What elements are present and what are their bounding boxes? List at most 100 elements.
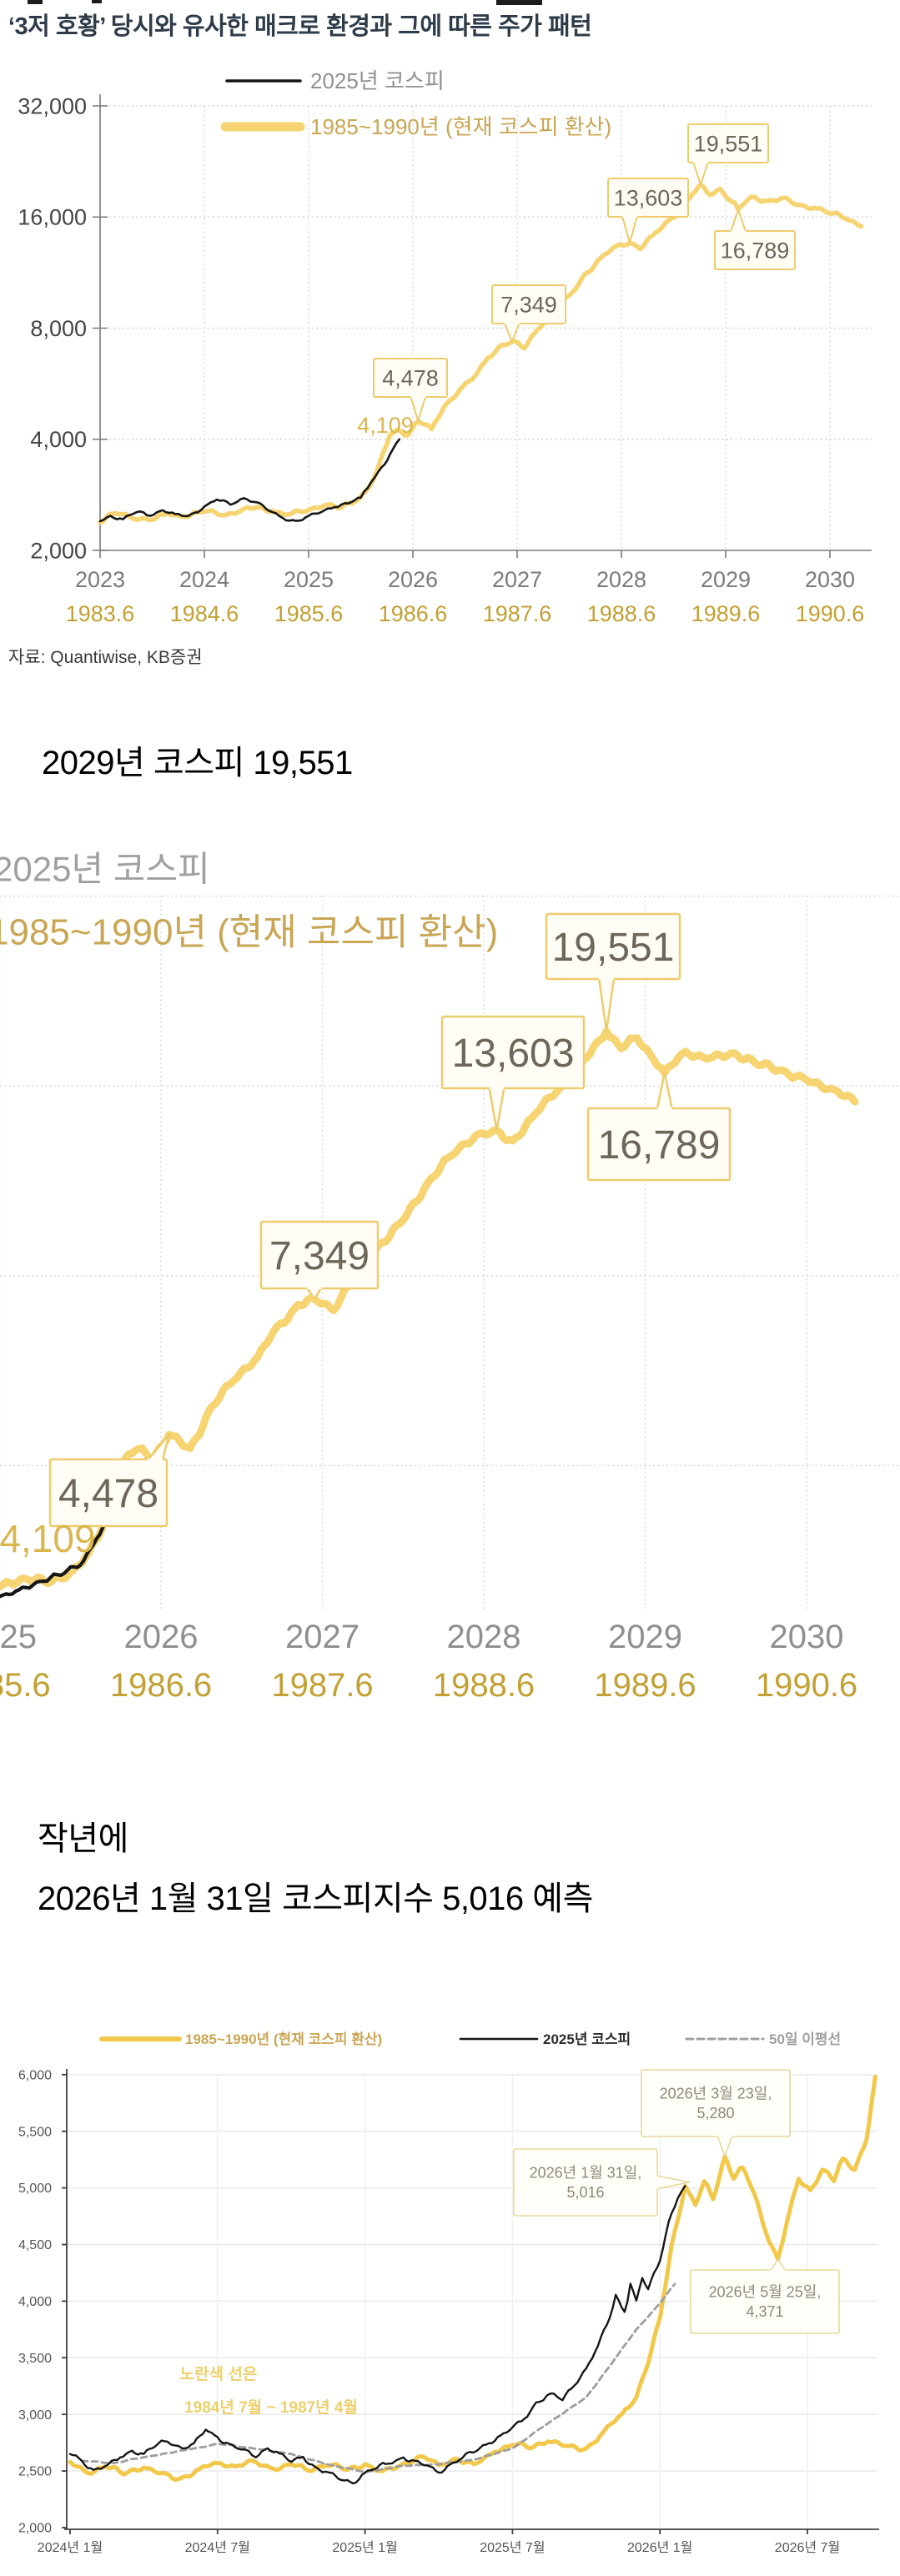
callout-label: 5,280 xyxy=(696,2105,734,2122)
headline-last-year: 작년에 xyxy=(38,1820,128,1857)
legend-label: 1985~1990년 (현재 코스피 환산) xyxy=(185,2031,382,2047)
x-tick-label-secondary: 1990.6 xyxy=(756,1667,857,1704)
source-note: 자료: Quantiwise, KB증권 xyxy=(8,648,203,667)
x-tick-label: 2023 xyxy=(75,567,125,592)
annotation-text: 노란색 선은 xyxy=(180,2365,258,2383)
x-tick-label-secondary: 1989.6 xyxy=(691,601,761,626)
x-tick-label: 2025 xyxy=(284,567,334,592)
callout-pointer xyxy=(656,2175,691,2190)
series-1-line xyxy=(68,2075,877,2482)
y-tick-label: 6,000 xyxy=(18,2068,52,2082)
chart-macro-pattern-zoomed: 2025 1985.6 2026 1986.6 2027 1987.6 2028 1988.6… xyxy=(0,850,900,1704)
x-tick-label-secondary: 1988.6 xyxy=(433,1667,535,1704)
callout-pointer xyxy=(730,208,747,233)
callout-label: 7,349 xyxy=(500,292,557,317)
legend-label: 50일 이평선 xyxy=(769,2031,841,2047)
x-tick-label: 2025 xyxy=(0,1619,37,1655)
callout-pointer xyxy=(769,2258,787,2272)
series-2-line xyxy=(98,438,401,523)
callout-box xyxy=(641,2069,791,2137)
x-tick-label: 2026년 1월 xyxy=(627,2540,692,2555)
callout-pointer xyxy=(656,1072,673,1110)
series-3-line xyxy=(68,2185,686,2485)
annotation-text: 4,109 xyxy=(0,1517,96,1560)
x-tick-label: 2030 xyxy=(805,567,855,592)
x-tick-label-secondary: 1989.6 xyxy=(594,1667,696,1704)
callout-label: 4,478 xyxy=(382,365,439,390)
y-tick-label: 3,000 xyxy=(18,2408,52,2423)
series-2-line xyxy=(0,1464,142,1599)
callout-box xyxy=(491,284,566,324)
y-tick-label: 4,000 xyxy=(18,2295,52,2309)
series-1-line xyxy=(98,182,864,525)
headline-2026-forecast: 2026년 1월 31일 코스피지수 5,016 예측 xyxy=(38,1881,593,1917)
callout-box xyxy=(440,1015,586,1090)
annotation-text: 4,109 xyxy=(357,413,414,438)
callout-label: 2026년 1월 31일, xyxy=(530,2165,642,2182)
callout-pointer xyxy=(410,395,427,423)
legend-label: 2025년 코스피 xyxy=(0,850,210,889)
x-tick-label-secondary: 1984.6 xyxy=(170,601,239,626)
y-tick-label: 4,000 xyxy=(30,427,87,452)
y-tick-label: 2,500 xyxy=(18,2465,52,2479)
annotation-text: 1984년 7월 ~ 1987년 4월 xyxy=(184,2398,358,2417)
callout-pointer xyxy=(147,1434,170,1461)
x-tick-label: 2027 xyxy=(492,567,542,592)
x-tick-label: 2028 xyxy=(596,567,646,592)
x-tick-label: 2030 xyxy=(770,1619,844,1655)
y-tick-label: 32,000 xyxy=(18,93,87,118)
legend-label: 2025년 코스피 xyxy=(543,2031,631,2047)
legend-label: 1985~1990년 (현재 코스피 환산) xyxy=(0,911,498,952)
callout-box xyxy=(714,230,796,270)
callout-label: 7,349 xyxy=(269,1234,370,1278)
y-tick-label: 3,500 xyxy=(18,2352,52,2366)
callout-box xyxy=(48,1458,168,1528)
callout-pointer xyxy=(503,322,520,343)
callout-pointer xyxy=(621,215,638,244)
callout-box xyxy=(690,2269,840,2334)
y-tick-label: 5,500 xyxy=(18,2125,52,2139)
callout-label: 2026년 3월 23일, xyxy=(660,2086,772,2102)
headline-2029-kospi: 2029년 코스피 19,551 xyxy=(42,745,353,781)
top-crop-artifact xyxy=(92,0,102,3)
x-tick-label: 2027 xyxy=(285,1619,359,1655)
callout-label: 19,551 xyxy=(694,131,763,156)
y-tick-label: 16,000 xyxy=(18,205,87,230)
callout-box xyxy=(513,2148,658,2217)
y-tick-label: 2,000 xyxy=(30,538,87,563)
y-tick-label: 5,000 xyxy=(18,2182,52,2196)
x-tick-label-secondary: 1985.6 xyxy=(0,1667,51,1704)
chart1-title: ‘3저 호황’ 당시와 유사한 매크로 환경과 그에 따른 주가 패턴 xyxy=(8,13,592,40)
y-tick-label: 8,000 xyxy=(30,316,87,341)
chart-2026-comparison: 6,000 5,500 5,000 4,500 4,000 3,500 3,000 2,500… xyxy=(18,2031,879,2555)
x-tick-label: 2029 xyxy=(701,567,751,592)
callout-box xyxy=(607,178,689,218)
callout-pointer xyxy=(305,1287,323,1300)
x-tick-label: 2024년 1월 xyxy=(38,2540,103,2555)
x-tick-label: 2026 xyxy=(124,1619,199,1655)
callout-label: 13,603 xyxy=(614,185,683,210)
x-tick-label-secondary: 1987.6 xyxy=(271,1667,373,1704)
x-tick-label: 2028 xyxy=(447,1619,521,1655)
callout-pointer xyxy=(716,2135,733,2157)
x-tick-label-secondary: 1990.6 xyxy=(796,601,865,626)
callout-label: 16,789 xyxy=(598,1123,721,1167)
y-tick-label: 4,500 xyxy=(18,2238,52,2252)
x-tick-label: 2024년 7월 xyxy=(185,2540,250,2555)
callout-label: 19,551 xyxy=(552,926,675,970)
top-crop-artifact xyxy=(28,0,43,4)
series-1-line xyxy=(0,1027,859,1591)
legend-label: 2025년 코스피 xyxy=(310,68,445,93)
callout-box xyxy=(687,123,769,163)
callout-label: 16,789 xyxy=(721,238,790,263)
y-tick-label: 2,000 xyxy=(18,2522,52,2536)
series-2-line xyxy=(80,2282,676,2473)
x-tick-label-secondary: 1985.6 xyxy=(274,601,344,626)
chart-macro-pattern: 32,000 16,000 8,000 4,000 2,000 2023 1983.6 202… xyxy=(18,68,872,626)
x-tick-label: 2029 xyxy=(608,1619,682,1655)
callout-pointer xyxy=(692,161,709,186)
callout-label: 2026년 5월 25일, xyxy=(709,2284,822,2301)
x-tick-label-secondary: 1986.6 xyxy=(110,1667,212,1704)
callout-pointer xyxy=(488,1087,505,1132)
